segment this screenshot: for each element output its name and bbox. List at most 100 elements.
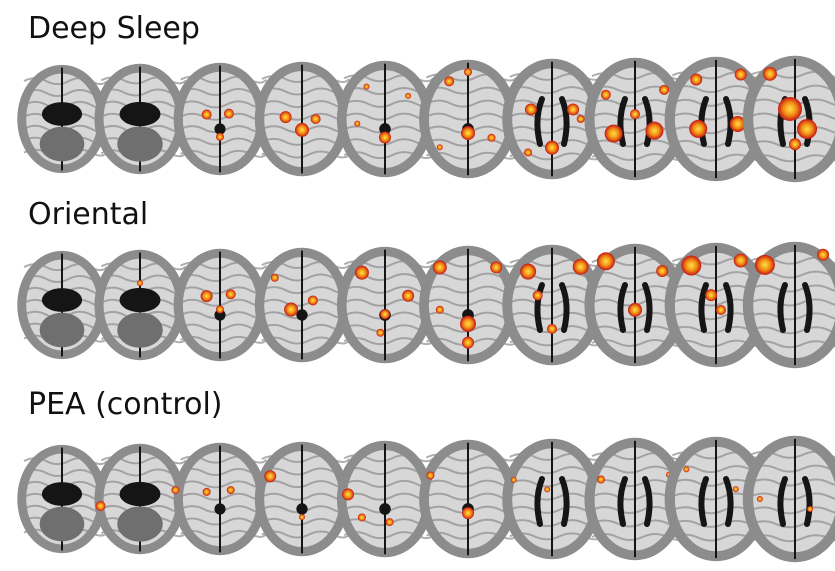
- gyri-texture: [180, 455, 268, 464]
- gyri-texture: [261, 74, 351, 83]
- ventricle: [777, 282, 813, 333]
- gyri-texture: [750, 312, 835, 321]
- activation-blob: [444, 76, 455, 87]
- gyri-texture: [509, 258, 603, 267]
- activation-blob: [342, 488, 355, 501]
- ventricle: [119, 287, 161, 313]
- activation-blob: [405, 92, 412, 99]
- brain-slice: [94, 63, 187, 175]
- activation-blob: [385, 518, 394, 527]
- gyri-texture: [343, 337, 434, 346]
- activation-blob: [490, 261, 503, 274]
- cerebellum: [117, 506, 163, 542]
- activation-blob: [762, 66, 777, 81]
- gyri-texture: [100, 456, 187, 465]
- brain-slice: [171, 442, 268, 556]
- ventricle: [698, 476, 734, 527]
- activation-blob: [402, 289, 415, 302]
- brain-slice: [502, 438, 603, 560]
- brain-slice: [173, 62, 268, 176]
- gyri-texture: [180, 468, 268, 477]
- activation-blob: [487, 133, 496, 142]
- ventricle: [296, 503, 308, 515]
- gyri-texture: [426, 138, 518, 147]
- activation-blob: [295, 122, 309, 137]
- gyri-texture: [23, 468, 108, 477]
- gyri-texture: [100, 468, 187, 477]
- gyri-texture: [750, 520, 835, 529]
- gyri-texture: [343, 531, 434, 540]
- gyri-texture: [23, 77, 108, 86]
- activation-blob: [462, 507, 474, 520]
- brain-slice: [17, 64, 108, 174]
- slices-svg: [17, 55, 835, 183]
- gyri-texture: [343, 87, 434, 96]
- activation-blob: [216, 132, 224, 141]
- gyri-texture: [426, 453, 518, 462]
- ventricle: [119, 481, 161, 507]
- gyri-texture: [750, 112, 835, 121]
- brain-slice: [502, 244, 603, 366]
- gyri-texture: [261, 273, 351, 282]
- ventricle: [41, 482, 83, 506]
- gyri-texture: [261, 467, 351, 476]
- gyri-texture: [509, 72, 603, 81]
- activation-blob: [432, 260, 447, 275]
- activation-blob: [576, 115, 585, 123]
- gyri-texture: [261, 517, 351, 526]
- activation-blob: [225, 289, 236, 300]
- activation-blob: [380, 309, 390, 320]
- gyri-texture: [750, 492, 835, 501]
- activation-blob: [310, 114, 321, 124]
- activation-blob: [354, 265, 369, 280]
- activation-blob: [656, 264, 669, 277]
- ventricle: [617, 282, 653, 333]
- activation-blob: [279, 111, 292, 124]
- ventricle: [214, 503, 226, 515]
- activation-blob: [520, 263, 537, 280]
- ventricle: [617, 476, 653, 527]
- activation-blob: [223, 108, 234, 119]
- activation-blob: [363, 83, 370, 90]
- activation-blob: [270, 273, 279, 282]
- gyri-texture: [509, 452, 603, 461]
- brain-slice: [173, 248, 268, 362]
- gyri-texture: [750, 154, 835, 163]
- activation-blob: [797, 119, 818, 140]
- brain-slice: [419, 245, 518, 365]
- activation-blob: [715, 304, 726, 315]
- gyri-texture: [426, 151, 518, 160]
- gyri-texture: [509, 532, 603, 541]
- activation-blob: [226, 486, 235, 495]
- ventricle: [296, 309, 308, 321]
- gyri-texture: [180, 323, 268, 332]
- gyri-texture: [343, 324, 434, 333]
- gyri-texture: [261, 87, 351, 96]
- gyri-texture: [426, 259, 518, 268]
- gyri-texture: [261, 454, 351, 463]
- row-title-deep-sleep: Deep Sleep: [28, 11, 200, 46]
- activation-blob: [435, 305, 444, 314]
- gyri-texture: [591, 152, 687, 161]
- activation-blob: [777, 96, 802, 121]
- activation-blob: [532, 290, 543, 301]
- ventricle: [617, 96, 653, 147]
- gyri-texture: [591, 532, 687, 541]
- gyri-texture: [426, 73, 518, 82]
- ventricle: [41, 288, 83, 312]
- activation-blob: [460, 315, 476, 332]
- activation-blob: [604, 124, 623, 143]
- activation-blob: [547, 323, 557, 334]
- gyri-texture: [100, 274, 187, 283]
- activation-blob: [545, 140, 559, 155]
- gyri-texture: [261, 323, 351, 332]
- gyri-texture: [261, 336, 351, 345]
- brain-slice: [336, 246, 434, 364]
- brain-slice: [502, 58, 603, 180]
- activation-blob: [733, 253, 748, 268]
- gyri-texture: [100, 262, 187, 271]
- activation-blob: [596, 475, 605, 484]
- gyri-texture: [261, 150, 351, 159]
- activation-blob: [544, 486, 551, 493]
- activation-blob: [524, 148, 533, 157]
